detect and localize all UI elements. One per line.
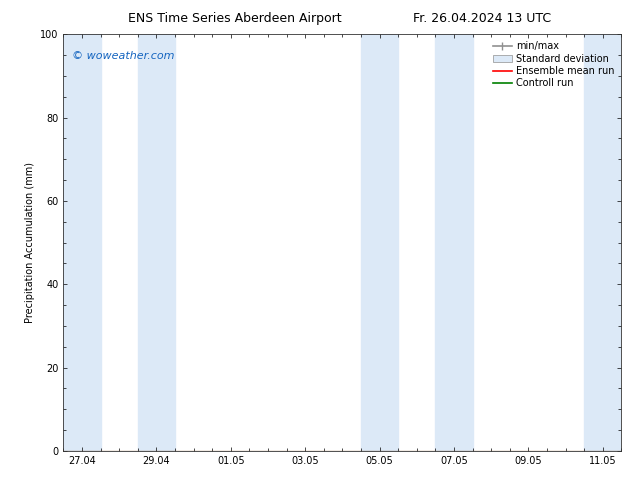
- Bar: [63, 34, 101, 451]
- Legend: min/max, Standard deviation, Ensemble mean run, Controll run: min/max, Standard deviation, Ensemble me…: [491, 39, 616, 90]
- Bar: [436, 34, 472, 451]
- Text: © woweather.com: © woweather.com: [72, 51, 174, 61]
- Text: Fr. 26.04.2024 13 UTC: Fr. 26.04.2024 13 UTC: [413, 12, 551, 25]
- Bar: [361, 34, 398, 451]
- Bar: [138, 34, 175, 451]
- Bar: [584, 34, 621, 451]
- Text: ENS Time Series Aberdeen Airport: ENS Time Series Aberdeen Airport: [128, 12, 341, 25]
- Y-axis label: Precipitation Accumulation (mm): Precipitation Accumulation (mm): [25, 162, 35, 323]
